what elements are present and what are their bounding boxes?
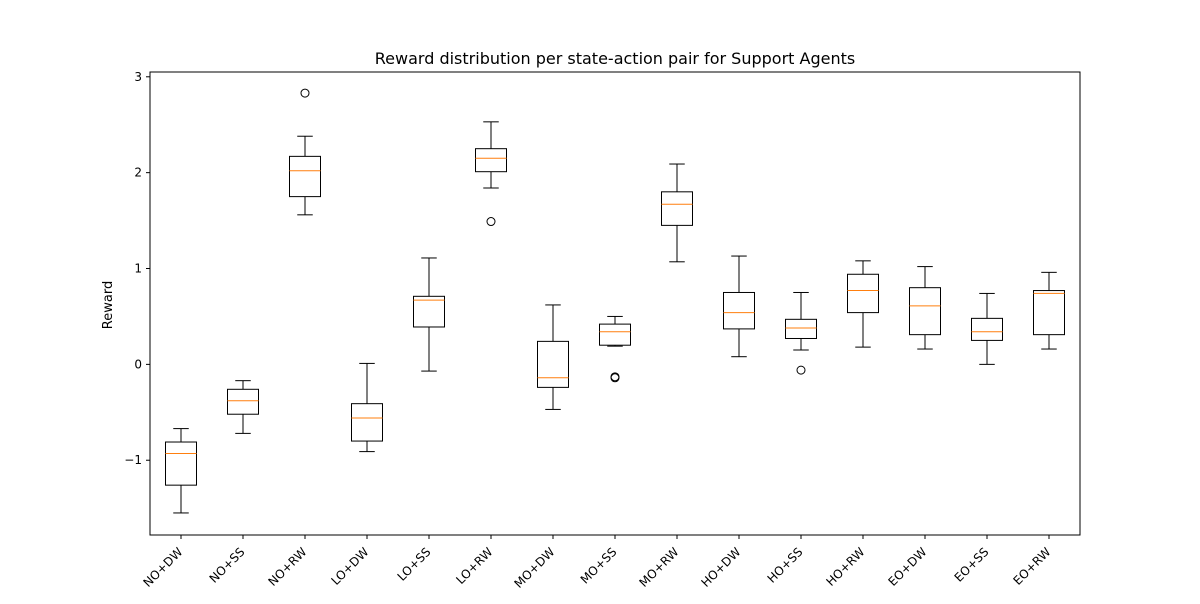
x-tick-label: LO+RW xyxy=(453,545,495,587)
x-tick-label: NO+SS xyxy=(207,545,248,586)
x-tick-label: EO+RW xyxy=(1010,545,1053,588)
box-iqr xyxy=(537,340,569,388)
box-iqr xyxy=(413,295,445,328)
x-tick-label: EO+SS xyxy=(952,545,992,585)
outlier-point xyxy=(610,373,620,383)
box-iqr xyxy=(723,291,755,330)
x-tick-label: HO+DW xyxy=(698,545,743,590)
box-iqr xyxy=(909,287,941,336)
x-tick-label: NO+DW xyxy=(140,545,185,590)
outlier-point xyxy=(486,217,496,227)
box-iqr xyxy=(475,148,507,173)
box-iqr xyxy=(1033,290,1065,336)
box-iqr xyxy=(785,318,817,339)
box-iqr xyxy=(599,323,631,346)
box-iqr xyxy=(661,191,693,226)
chart-title: Reward distribution per state-action pai… xyxy=(375,49,855,68)
x-tick-label: HO+SS xyxy=(765,545,806,586)
y-tick-label: 3 xyxy=(134,70,142,84)
plot-area: −1 0 1 2 3 NO+DW NO+SS NO+RW LO+DW LO+SS LO+RW MO+D… xyxy=(124,70,1081,591)
y-tick-label: 1 xyxy=(134,262,142,276)
y-tick-label: −1 xyxy=(124,453,142,467)
x-tick-label: LO+SS xyxy=(395,545,434,584)
x-tick-label: NO+RW xyxy=(265,545,309,589)
y-tick-label: 2 xyxy=(134,166,142,180)
x-tick-label: MO+SS xyxy=(578,545,620,587)
x-tick-label: HO+RW xyxy=(823,545,867,589)
box-iqr xyxy=(351,403,383,442)
box-iqr xyxy=(847,273,879,314)
y-axis-title: Reward xyxy=(101,281,116,329)
x-tick-label: MO+DW xyxy=(512,545,558,591)
box-iqr xyxy=(289,155,321,198)
x-tick-label: MO+RW xyxy=(637,545,682,590)
x-tick-label: EO+DW xyxy=(885,545,929,589)
box-iqr xyxy=(227,388,259,415)
y-tick-label: 0 xyxy=(134,357,142,371)
outlier-point xyxy=(300,88,310,98)
box-iqr xyxy=(971,317,1003,341)
x-tick-label: LO+DW xyxy=(328,545,371,588)
outlier-point xyxy=(796,365,806,375)
box-iqr xyxy=(165,441,197,486)
